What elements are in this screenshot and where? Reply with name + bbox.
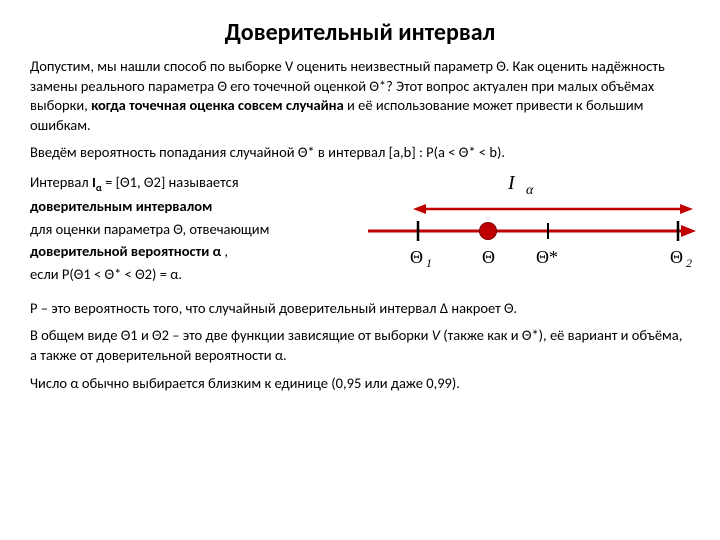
def-line4b: , xyxy=(221,242,228,260)
def-line4a: доверительной вероятности α xyxy=(30,242,221,260)
def-line3: для оценки параметра Θ, отвечающим xyxy=(30,220,269,238)
axis-arrow-head xyxy=(681,225,696,237)
definition-text: Интервал Iα = [Θ1, Θ2] называется довери… xyxy=(30,171,340,286)
def-line2: доверительным интервалом xyxy=(30,197,212,215)
interval-arrow-head-left xyxy=(413,204,426,214)
I-alpha-label: α xyxy=(526,183,534,198)
paragraph-intro: Допустим, мы нашли способ по выборке V о… xyxy=(30,57,690,135)
definition-row: Интервал Iα = [Θ1, Θ2] называется довери… xyxy=(30,171,690,291)
paragraph-alpha: Число α обычно выбирается близким к един… xyxy=(30,374,690,394)
label-theta2: Θ xyxy=(670,247,683,267)
def-line1-c: = [Θ1, Θ2] xyxy=(102,173,165,191)
label-theta1: Θ xyxy=(410,247,423,267)
paragraph-general: В общем виде Θ1 и Θ2 – это две функции з… xyxy=(30,326,690,365)
def-line1-d: называется xyxy=(165,173,238,191)
def-line5: если P(Θ1 < Θ* < Θ2) = α. xyxy=(30,265,182,283)
paragraph-prob: Введём вероятность попадания случайной Θ… xyxy=(30,143,690,163)
theta-dot xyxy=(480,222,497,239)
label-theta1-sub: 1 xyxy=(426,256,432,270)
gen-a: В общем виде Θ1 и Θ2 – это две функции з… xyxy=(30,326,432,344)
interval-arrow-head-right xyxy=(680,204,693,214)
label-theta-star: Θ* xyxy=(536,247,558,267)
intro-bold: когда точечная оценка совсем случайна xyxy=(91,96,344,114)
I-label: I xyxy=(507,172,516,194)
paragraph-P: P – это вероятность того, что случайный … xyxy=(30,299,690,319)
label-theta2-sub: 2 xyxy=(686,256,692,270)
label-theta: Θ xyxy=(482,247,495,267)
page-title: Доверительный интервал xyxy=(30,18,690,47)
interval-svg: I α Θ 1 Θ Θ* Θ xyxy=(358,171,698,291)
interval-diagram: I α Θ 1 Θ Θ* Θ xyxy=(358,171,698,291)
def-line1-a: Интервал xyxy=(30,173,92,191)
gen-V: V xyxy=(432,326,440,344)
